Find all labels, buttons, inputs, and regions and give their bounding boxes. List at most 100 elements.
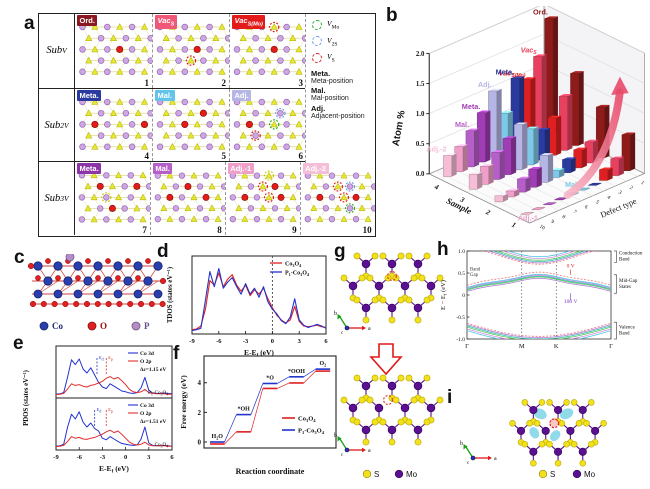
band-gap-label: Band	[470, 267, 481, 272]
step-label: O2	[319, 361, 326, 368]
structure-cell-3: VacS(Mo) 3	[229, 14, 306, 88]
bias-0V: 0 V	[567, 264, 575, 270]
band-group-label: Mid-Gap	[619, 279, 638, 284]
y-tick: -0.5	[456, 315, 465, 321]
lattice-structure	[154, 172, 225, 223]
z-tick: 2.0	[416, 51, 425, 58]
panel-i-mos2-structure: a b c S Mo	[460, 399, 607, 479]
lattice-structure	[78, 172, 150, 224]
delta-eps: Δε=1.15 eV	[140, 367, 166, 373]
y-tick: 0.5	[458, 271, 465, 277]
structure-cell-10: Adj.-2 10	[299, 162, 375, 236]
cell-number: 2	[221, 77, 227, 88]
series-label: VacS(Mo)	[499, 69, 526, 80]
panel-letter-i: i	[447, 387, 453, 408]
structure-cell-1: Ord. 1	[75, 14, 152, 88]
legend-entry: O 2p	[140, 359, 151, 365]
y-tick: 0	[462, 293, 465, 299]
legend-entry: O 2p	[140, 411, 151, 417]
series-label: Mal.	[565, 180, 579, 189]
lattice-structure	[79, 23, 152, 76]
cell-number: 7	[142, 225, 147, 236]
panel-letter-c: c	[14, 247, 25, 268]
cell-number: 9	[292, 225, 297, 236]
y-axis-title: PDOS (states eV⁻¹)	[23, 370, 30, 426]
panel-letter-a: a	[24, 13, 35, 34]
legend-Mo: Mo	[406, 470, 418, 479]
panel-f-free-energy-plot: 0 2 4 H2O *OH *O *OOH O2 Co3O4 P1-Co3O4 Reaction c…	[179, 355, 337, 476]
structure-cell-8: Mal. 8	[149, 162, 225, 236]
vacancy-legend-item: VMo	[312, 19, 372, 31]
vacancy-icon	[312, 19, 322, 30]
vacancy-icon	[312, 52, 322, 63]
position-definition: Adjacent-position	[311, 112, 365, 120]
cell-number: 8	[217, 225, 222, 236]
panel-a-legend: VMo V2S VS Meta. Meta-position Mal. Mal-positi…	[305, 14, 375, 163]
panel-letter-h: h	[437, 239, 449, 260]
defect-tick: 8	[561, 214, 567, 221]
k-label: Γ	[609, 343, 613, 350]
defect-type-tag: Mal.	[155, 89, 175, 101]
legend-entry: P1-Co3O4	[285, 271, 310, 278]
position-definition: Mal-position	[311, 95, 349, 102]
panel-c-crystal-structure: Co O P	[27, 254, 167, 331]
series-label: Mal.	[455, 120, 469, 129]
vacancy-label: VMo	[327, 19, 340, 31]
x-tick: -6	[216, 338, 222, 345]
eps-marker: εd	[97, 407, 103, 414]
defect-tick: 5	[594, 199, 600, 206]
defect-type-tag: Adj.-1	[227, 163, 254, 175]
defect-tick: 3	[617, 190, 623, 197]
y-tick: 1.0	[458, 249, 465, 255]
y-axis-title: Free energy (eV)	[179, 375, 188, 429]
panel-letter-f: f	[173, 343, 180, 364]
panel-a-structure-grid: Sub V Ord. 1 VacS 2 VacS(Mo) 3 Sub 2V Meta. 4 Mal. 5 A…	[38, 13, 376, 237]
bias-100V: 100 V	[564, 299, 578, 305]
defect-tick: 6	[583, 204, 589, 211]
z-axis-title: Atom %	[391, 109, 408, 147]
structure-cell-4: Meta. 4	[75, 89, 152, 161]
lattice-structure	[229, 170, 300, 223]
series-label: Adj.-1	[518, 213, 538, 222]
panel-tag: P1-Co3O4	[148, 390, 168, 397]
row-label: Sub V	[39, 14, 75, 88]
trend-arrow	[563, 88, 624, 199]
x-tick: -9	[189, 338, 195, 345]
vacancy-legend-item: V2S	[312, 35, 372, 48]
x-tick: 0	[271, 338, 274, 345]
legend-entry: Co3O4	[285, 262, 302, 269]
eps-marker: εp	[108, 355, 113, 362]
vacancy-legend-item: VS	[312, 52, 372, 64]
cell-number: 3	[298, 77, 304, 88]
step-label: *OH	[237, 407, 250, 413]
vacancy-icon	[312, 36, 322, 47]
position-abbr: Meta.	[311, 68, 331, 78]
z-tick: 0.0	[416, 171, 425, 178]
sample-tick: 1	[510, 221, 517, 230]
row-label: Sub 2V	[39, 88, 75, 162]
cell-number: 6	[298, 151, 304, 162]
defect-tick: 9	[549, 219, 555, 226]
defect-type-tag: VacS(Mo)	[232, 15, 266, 29]
structure-cell-5: Mal. 5	[152, 88, 229, 162]
x-tick: 3	[298, 338, 302, 345]
defect-tick: 10	[538, 224, 546, 232]
vacancy-label: V2S	[327, 35, 338, 48]
k-label: K	[554, 343, 559, 350]
eps-marker: εd	[99, 355, 105, 362]
axis-b: b	[334, 433, 337, 439]
axis-a: a	[494, 456, 497, 462]
x-axis-title: Reaction coordinate	[236, 467, 305, 476]
band-gap-label: Gap	[470, 273, 479, 278]
y-axis-title: TDOS (states eV⁻¹)	[167, 267, 174, 323]
y-tick: 2	[198, 409, 202, 417]
structure-cell-6: Adj. 6	[229, 88, 306, 162]
sample-axis-title: Sample	[445, 196, 473, 217]
x-tick: -3	[100, 454, 106, 461]
defect-axis-title: Defect type	[599, 196, 638, 219]
cell-number: 10	[362, 225, 372, 236]
legend-entry: Co 3d	[140, 351, 154, 357]
legend-S: S	[550, 470, 555, 479]
axis-b: b	[334, 311, 337, 317]
